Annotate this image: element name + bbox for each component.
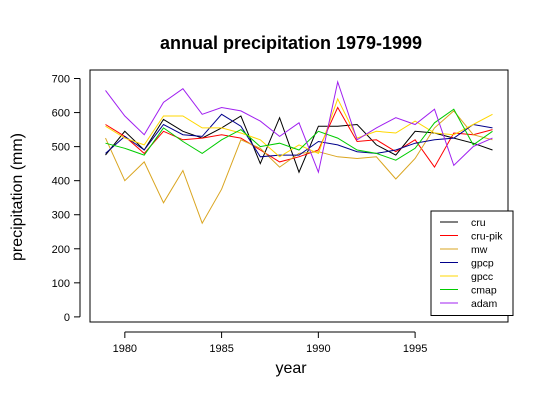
series-line-gpcc: [105, 97, 493, 158]
x-tick-label: 1985: [209, 343, 233, 355]
legend-box: [430, 210, 514, 316]
y-tick-label: 300: [52, 210, 70, 222]
y-tick-label: 200: [52, 244, 70, 256]
y-tick-label: 400: [52, 176, 70, 188]
series-lines: [105, 80, 493, 225]
series-line-cmap: [105, 108, 493, 161]
y-tick-label: 600: [52, 108, 70, 120]
y-tick-label: 500: [52, 142, 70, 154]
chart-title: annual precipitation 1979-1999: [160, 33, 422, 53]
legend-label-cmap: cmap: [471, 285, 497, 297]
x-axis-title: year: [275, 360, 307, 377]
series-line-adam: [105, 80, 493, 174]
legend-label-gpcc: gpcc: [471, 271, 493, 283]
series-line-mw: [105, 110, 493, 225]
y-tick-label: 100: [52, 278, 70, 290]
legend-label-cru-pik: cru-pik: [471, 231, 503, 243]
series-line-cru-pik: [105, 106, 493, 169]
y-tick-label: 700: [52, 74, 70, 86]
x-tick-label: 1995: [403, 343, 427, 355]
legend-label-gpcp: gpcp: [471, 258, 494, 270]
legend-label-cru: cru: [471, 217, 486, 229]
x-tick-label: 1980: [113, 343, 137, 355]
x-tick-label: 1990: [306, 343, 330, 355]
legend-label-mw: mw: [471, 244, 488, 256]
axes: 1980 1985 1990 1995 0 100 200 300 400 500 600 700: [52, 69, 509, 355]
y-axis-title: precipitation (mm): [9, 133, 26, 261]
plot-frame: [89, 69, 509, 323]
y-tick-label: 0: [64, 312, 70, 324]
legend-label-adam: adam: [471, 298, 498, 310]
series-line-cru: [105, 115, 493, 174]
series-line-gpcp: [105, 113, 493, 158]
